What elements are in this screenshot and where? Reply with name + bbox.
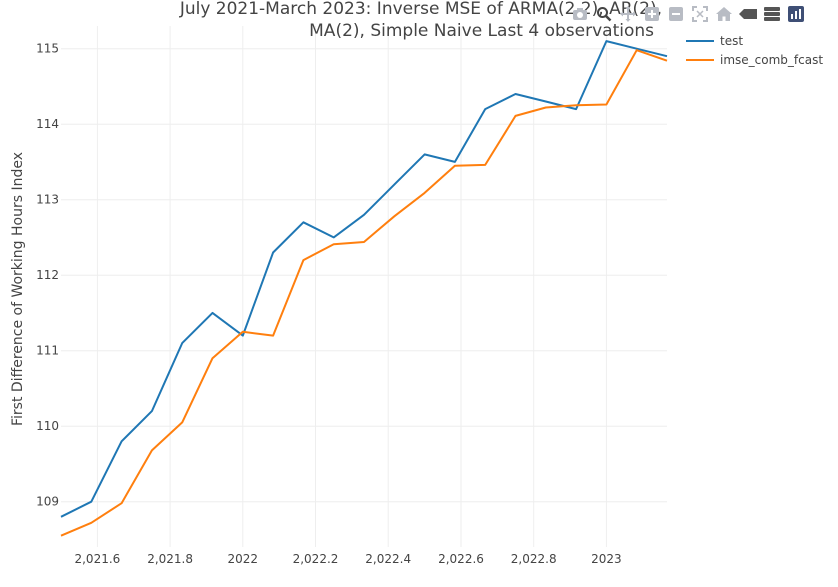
x-tick-label: 2,022.2 [293,552,339,566]
legend[interactable]: test imse_comb_fcast [686,34,823,67]
pan-icon[interactable] [616,4,640,24]
y-tick-label: 115 [36,42,59,56]
chart-title-line-2: MA(2), Simple Naive Last 4 observations [309,21,654,41]
y-axis-ticks: 109 110 111 112 113 114 115 [36,42,59,509]
chart-title-line-1: July 2021-March 2023: Inverse MSE of ARM… [179,0,662,19]
x-axis-ticks: 2,021.6 2,021.8 2022 2,022.2 2,022.4 2,022.6 2… [74,552,621,566]
y-tick-label: 111 [36,344,59,358]
modebar [568,4,808,24]
y-tick-label: 113 [36,193,59,207]
legend-label-imse-comb-fcast: imse_comb_fcast [720,53,823,67]
zoom-in-icon[interactable] [640,4,664,24]
x-tick-label: 2022 [228,552,259,566]
x-tick-label: 2,022.8 [511,552,557,566]
y-axis-label: First Difference of Working Hours Index [10,152,26,426]
zoom-icon[interactable] [592,4,616,24]
series-lines [60,40,668,537]
zoom-out-icon[interactable] [664,4,688,24]
compare-hover-icon[interactable] [760,4,784,24]
legend-item-test[interactable]: test [686,34,743,48]
autoscale-icon[interactable] [688,4,712,24]
grid-lines [61,26,667,547]
camera-icon[interactable] [568,4,592,24]
y-tick-label: 110 [36,419,59,433]
x-tick-label: 2,021.6 [74,552,120,566]
plotly-logo-icon[interactable] [784,4,808,24]
y-tick-label: 114 [36,117,59,131]
y-tick-label: 112 [36,268,59,282]
series-line-test[interactable] [60,40,668,518]
spike-lines-icon[interactable] [736,4,760,24]
legend-label-test: test [720,34,743,48]
home-icon[interactable] [712,4,736,24]
y-tick-label: 109 [36,495,59,509]
x-tick-label: 2023 [591,552,622,566]
x-tick-label: 2,022.4 [365,552,411,566]
x-tick-label: 2,021.8 [147,552,193,566]
legend-item-imse-comb-fcast[interactable]: imse_comb_fcast [686,53,823,67]
series-line-imse-comb-fcast[interactable] [60,49,668,537]
x-tick-label: 2,022.6 [438,552,484,566]
